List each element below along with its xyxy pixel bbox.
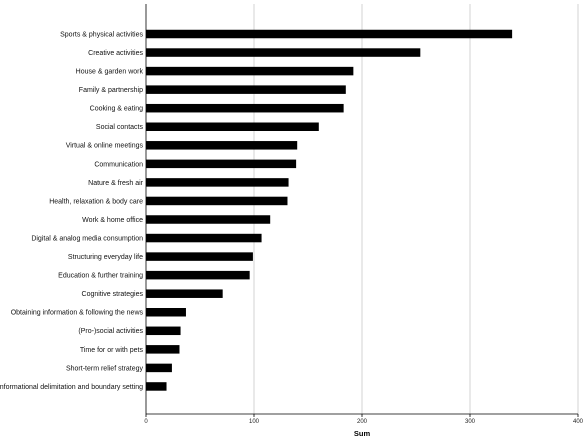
x-tick-label: 0 (144, 419, 148, 425)
bar (146, 270, 250, 280)
bar (146, 141, 298, 150)
bar (146, 326, 181, 336)
category-label: House & garden work (76, 69, 144, 76)
bar (146, 345, 180, 354)
bars (146, 29, 513, 391)
category-label: Creative activities (88, 50, 143, 57)
category-label: Time for or with pets (80, 347, 144, 354)
x-tick-label: 300 (465, 419, 476, 425)
x-tick-label: 200 (357, 419, 368, 425)
bar (146, 289, 223, 298)
bar (146, 29, 513, 39)
bar (146, 363, 172, 373)
category-label: Social contacts (96, 124, 144, 131)
category-label: Virtual & online meetings (66, 143, 144, 150)
bar (146, 48, 421, 57)
x-axis-title: Sum (354, 429, 371, 438)
bar (146, 122, 319, 131)
category-label: Communication (94, 161, 143, 168)
axes (145, 4, 579, 417)
category-label: Education & further training (58, 273, 143, 280)
bar (146, 233, 262, 243)
category-label: Short-term relief strategy (66, 365, 144, 372)
bar (146, 66, 354, 76)
bar (146, 382, 167, 391)
x-tick-labels: 0 100 200 300 400 (144, 419, 583, 425)
bar (146, 252, 253, 261)
category-label: Cooking & eating (90, 106, 143, 113)
category-label: (Pro-)social activities (78, 328, 143, 335)
bar (146, 196, 288, 206)
bar (146, 85, 346, 94)
bar (146, 159, 297, 169)
category-label: Structuring everyday life (68, 254, 143, 261)
category-label: Family & partnership (79, 87, 143, 94)
category-label: Nature & fresh air (88, 180, 144, 187)
category-label: Sports & physical activities (60, 31, 143, 38)
bar (146, 308, 186, 317)
category-label: Obtaining information & following the ne… (11, 310, 144, 317)
x-tick-label: 100 (249, 419, 260, 425)
category-labels: Sports & physical activities Creative act… (0, 31, 144, 390)
category-label: Work & home office (82, 217, 143, 224)
gridlines (253, 4, 579, 414)
category-label: Cognitive strategies (82, 291, 144, 298)
category-label: Digital & analog media consumption (31, 235, 143, 242)
x-tick-label: 400 (573, 419, 584, 425)
bar (146, 178, 289, 187)
category-label: Health, relaxation & body care (49, 198, 143, 205)
bar (146, 103, 344, 113)
bar (146, 215, 271, 224)
category-label: Informational delimitation and boundary … (0, 384, 143, 391)
